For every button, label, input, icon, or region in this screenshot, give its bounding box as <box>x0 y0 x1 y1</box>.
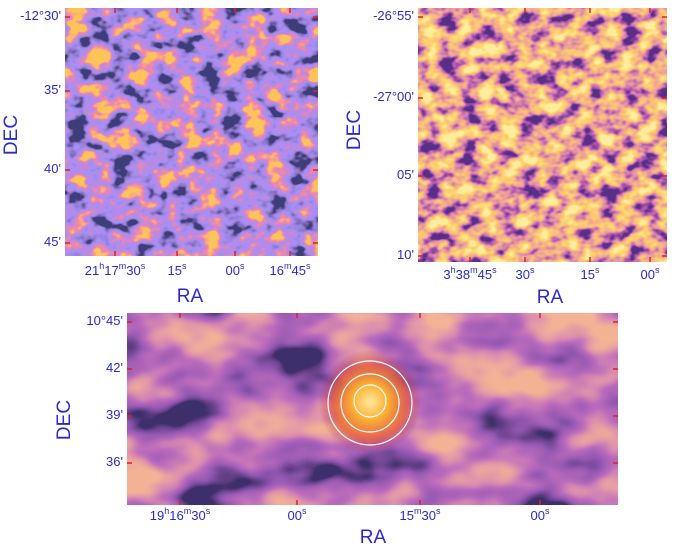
x-tick-label: 15m30s <box>400 506 441 523</box>
x-axis-label: RA <box>537 287 564 308</box>
x-axis-label: RA <box>177 286 204 307</box>
y-axis-label: DEC <box>54 400 75 440</box>
y-tick-label: -27°00' <box>373 89 414 104</box>
y-tick-label: 42' <box>106 360 123 375</box>
y-axis-label: DEC <box>1 115 22 155</box>
x-tick-label: 30s <box>516 265 535 282</box>
y-tick-label: -12°30' <box>20 8 61 23</box>
image-panel <box>418 8 667 262</box>
y-tick-label: 36' <box>106 454 123 469</box>
y-tick-label: 10' <box>397 247 414 262</box>
x-tick-label: 21h17m30s <box>85 261 146 278</box>
y-tick-label: 05' <box>397 167 414 182</box>
x-tick-label: 3h38m45s <box>443 265 497 282</box>
image-panel <box>65 8 318 256</box>
y-axis-label: DEC <box>344 110 365 150</box>
x-tick-label: 00s <box>288 506 307 523</box>
x-tick-label: 00s <box>641 265 660 282</box>
y-tick-label: 35' <box>44 82 61 97</box>
contours <box>327 360 413 446</box>
x-axis-label: RA <box>360 527 387 546</box>
x-tick-label: 00s <box>226 261 245 278</box>
x-tick-label: 15s <box>168 261 187 278</box>
x-tick-label: 15s <box>581 265 600 282</box>
y-tick-label: 10°45' <box>86 313 123 328</box>
x-tick-label: 00s <box>531 506 550 523</box>
x-tick-label: 19h16m30s <box>150 506 211 523</box>
y-tick-label: 45' <box>44 234 61 249</box>
y-tick-label: 39' <box>106 407 123 422</box>
y-tick-label: -26°55' <box>373 8 414 23</box>
y-tick-label: 40' <box>44 161 61 176</box>
x-tick-label: 16m45s <box>270 261 311 278</box>
source-glow <box>318 350 422 454</box>
